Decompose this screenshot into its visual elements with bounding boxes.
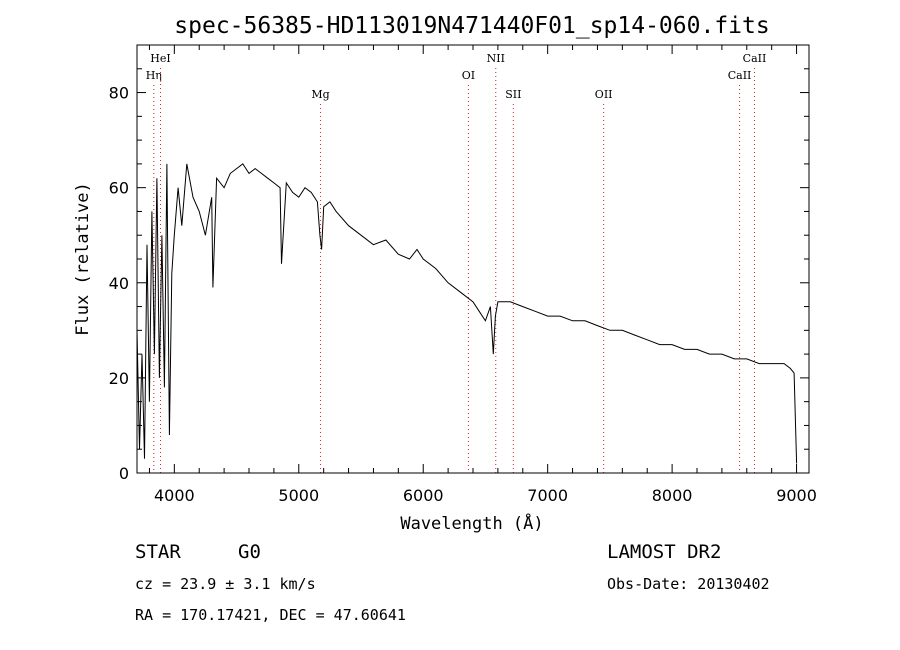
y-tick-label: 20	[109, 369, 129, 388]
line-marker-label: CaII	[743, 52, 767, 65]
y-tick-label: 80	[109, 84, 129, 103]
survey-name: LAMOST DR2	[607, 541, 721, 563]
x-axis-ticks: 4000 5000 6000 7000 8000 9000	[148, 45, 817, 505]
x-tick-label: 4000	[154, 486, 195, 505]
plot-frame	[136, 44, 810, 474]
y-tick-label: 60	[109, 179, 129, 198]
line-marker-label: SII	[505, 88, 521, 101]
line-marker-label: OII	[595, 88, 613, 101]
x-tick-label: 9000	[776, 486, 817, 505]
emission-line-markers: Hη HeI Mg OI NII SII OII CaII CaII	[146, 52, 767, 473]
coordinates-readout: RA = 170.17421, DEC = 47.60641	[135, 606, 406, 624]
x-tick-label: 6000	[403, 486, 444, 505]
flux-series-line	[136, 163, 798, 464]
x-axis-label: Wavelength (Å)	[400, 512, 543, 534]
y-tick-label: 0	[119, 464, 129, 483]
y-tick-label: 40	[109, 274, 129, 293]
line-marker-label: OI	[462, 69, 475, 82]
redshift-readout: cz = 23.9 ± 3.1 km/s	[135, 575, 316, 593]
line-marker-label: HeI	[150, 52, 170, 65]
line-marker-label: NII	[487, 52, 505, 65]
line-marker-label: Mg	[311, 88, 329, 101]
x-tick-label: 8000	[652, 486, 693, 505]
observation-date: Obs-Date: 20130402	[607, 575, 770, 593]
x-tick-label: 5000	[278, 486, 319, 505]
y-axis-ticks: 0 20 40 60 80	[109, 44, 809, 483]
y-axis-label: Flux (relative)	[73, 182, 93, 336]
chart-title: spec-56385-HD113019N471440F01_sp14-060.f…	[174, 13, 769, 39]
line-marker-label: Hη	[146, 69, 162, 82]
object-class: STAR	[135, 541, 181, 563]
x-tick-label: 7000	[527, 486, 568, 505]
spectral-subclass: G0	[238, 541, 261, 563]
line-marker-label: CaII	[728, 69, 752, 82]
